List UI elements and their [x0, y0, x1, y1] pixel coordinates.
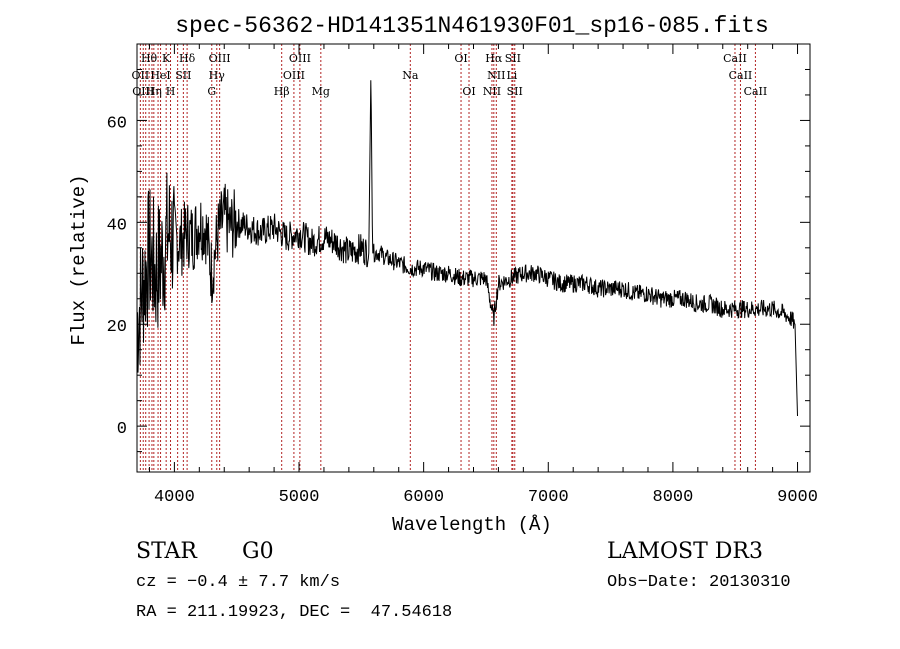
survey-name: LAMOST DR3 — [607, 539, 763, 564]
chart-title: spec-56362-HD141351N461930F01_sp16-085.f… — [175, 13, 769, 39]
line-mark-label-27: CaII — [744, 85, 768, 98]
subclass: G0 — [242, 539, 274, 564]
x-axis-label: Wavelength (Å) — [392, 514, 552, 536]
line-mark-label-21: G — [207, 85, 216, 98]
line-mark-label-8: CaII — [723, 52, 747, 65]
y-tick-label: 0 — [117, 420, 127, 439]
line-mark-label-7: SII — [505, 52, 521, 65]
line-mark-label-12: Hγ — [209, 69, 226, 82]
line-mark-label-23: Mg — [312, 85, 330, 98]
line-mark-label-15: NII — [487, 69, 505, 82]
y-axis: 0 20 40 60 — [107, 68, 810, 453]
coordinates: RA = 211.19923, DEC = 47.54618 — [136, 603, 453, 622]
plot-frame — [136, 43, 811, 473]
line-mark-label-26: SII — [507, 85, 523, 98]
line-mark-label-13: OIII — [283, 69, 305, 82]
line-mark-label-16: Li — [506, 69, 517, 82]
line-mark-label-14: Na — [402, 69, 419, 82]
x-tick-label: 4000 — [154, 488, 195, 507]
spectrum-line — [136, 80, 798, 417]
redshift-cz: cz = −0.4 ± 7.7 km/s — [136, 573, 341, 592]
y-tick-label: 20 — [107, 318, 127, 337]
line-mark-label-2: Hδ — [179, 52, 196, 65]
line-mark-label-1: K — [162, 52, 171, 65]
spectrum-chart: spec-56362-HD141351N461930F01_sp16-085.f… — [68, 13, 818, 536]
obs-date: Obs−Date: 20130310 — [607, 573, 791, 592]
line-mark-label-4: OIII — [289, 52, 311, 65]
line-mark-label-5: OI — [454, 52, 467, 65]
line-mark-label-17: CaII — [729, 69, 753, 82]
line-mark-label-6: Hα — [485, 52, 503, 65]
object-class: STAR — [136, 539, 197, 564]
line-mark-label-24: OI — [462, 85, 475, 98]
x-tick-label: 9000 — [777, 488, 818, 507]
x-axis: 4000 5000 6000 7000 8000 9000 — [148, 44, 818, 507]
line-mark-label-10: HeI — [150, 69, 170, 82]
line-mark-label-22: Hβ — [274, 85, 290, 98]
x-tick-label: 7000 — [528, 488, 569, 507]
line-mark-label-19: Hη — [146, 85, 162, 98]
y-tick-label: 60 — [107, 114, 127, 133]
line-mark-label-0: Hθ — [141, 52, 158, 65]
spectrum-series — [136, 80, 798, 417]
line-mark-label-3: OIII — [209, 52, 231, 65]
line-mark-label-20: H — [166, 85, 176, 98]
y-axis-label: Flux (relative) — [68, 174, 90, 345]
x-tick-label: 6000 — [403, 488, 444, 507]
x-tick-label: 5000 — [279, 488, 320, 507]
x-tick-label: 8000 — [653, 488, 694, 507]
line-mark-label-9: OII — [132, 69, 150, 82]
line-mark-label-11: SII — [175, 69, 191, 82]
y-tick-label: 40 — [107, 216, 127, 235]
line-mark-label-25: NII — [483, 85, 501, 98]
